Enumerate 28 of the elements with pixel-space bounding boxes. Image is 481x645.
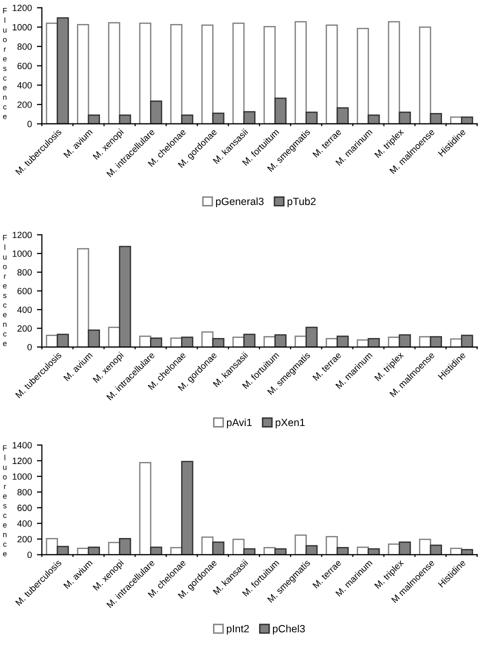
y-tick-label: 0	[27, 344, 32, 350]
legend-label: pAvi1	[226, 418, 252, 428]
legend-label: pTub2	[288, 197, 316, 208]
y-tick-label: 200	[18, 536, 32, 542]
y-tick-label: 400	[17, 520, 32, 527]
legend-label: pInt2	[226, 625, 249, 634]
y-tick-label: 1200	[12, 4, 32, 12]
y-tick-label: 1000	[12, 473, 32, 480]
y-tick-label: 600	[18, 62, 32, 70]
y-tick-label: 200	[18, 101, 32, 108]
y-tick-label: 400	[17, 82, 32, 88]
y-tick-label: 800	[17, 269, 32, 276]
y-tick-label: 1400	[12, 442, 32, 448]
y-tick-label: 800	[17, 43, 32, 50]
y-tick-label: 200	[18, 325, 32, 332]
y-tick-label: 800	[17, 489, 32, 496]
y-tick-label: 1200	[12, 458, 32, 464]
legend-label: pXen1	[276, 418, 305, 428]
y-tick-label: 600	[18, 504, 32, 512]
y-tick-label: 400	[17, 306, 32, 313]
y-tick-label: 600	[18, 288, 32, 294]
legend-label: pGeneral3	[216, 197, 264, 208]
legend-label: pChel3	[272, 624, 305, 634]
y-tick-label: 1000	[12, 250, 32, 257]
y-tick-label: 0	[27, 120, 32, 128]
y-tick-label: 0	[27, 552, 32, 558]
y-tick-label: 1200	[12, 232, 32, 238]
y-tick-label: 1000	[12, 24, 32, 30]
